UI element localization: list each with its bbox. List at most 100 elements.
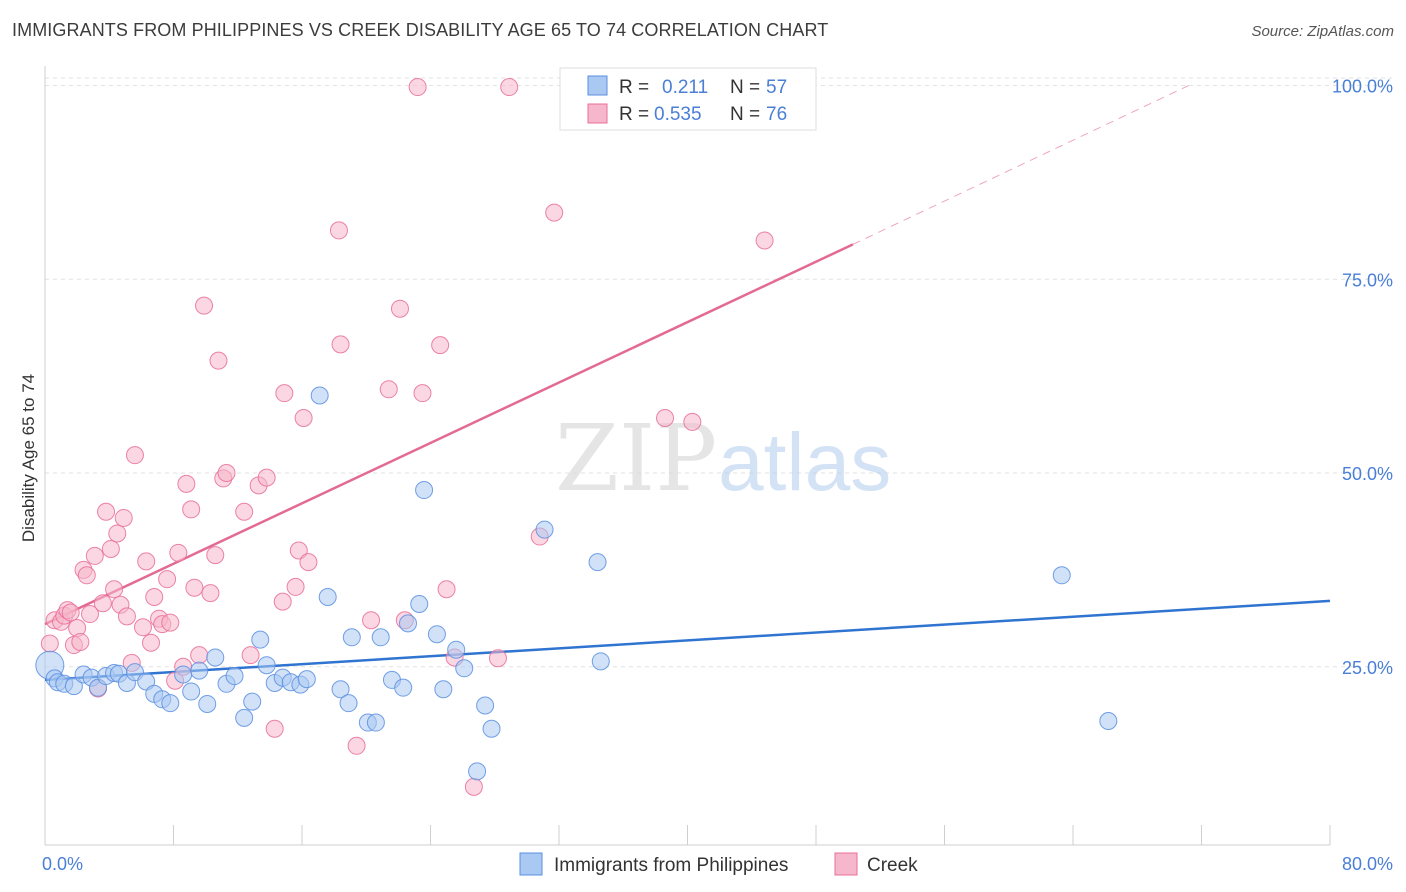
point-philippines-45 [415,481,434,500]
point-philippines-39 [366,713,385,732]
point-creek-52 [286,577,305,596]
data-points [35,78,1118,796]
point-philippines-43 [399,614,418,633]
point-philippines-42 [394,678,413,697]
point-creek-15 [97,502,116,521]
series-legend-swatch-blue [519,852,543,876]
point-creek-49 [265,719,284,738]
point-creek-16 [101,539,120,558]
legend-r-label-2: R = [619,104,649,125]
series-legend-swatch-pink [834,852,858,876]
axes [44,66,1331,846]
point-creek-0 [40,634,59,653]
point-creek-38 [190,646,209,665]
point-philippines-46 [427,625,446,644]
chart-title: IMMIGRANTS FROM PHILIPPINES VS CREEK DIS… [12,20,829,40]
point-creek-64 [431,336,450,355]
x-tick-labels: 0.0% 80.0% [42,854,1393,874]
watermark-atlas: atlas [718,417,891,508]
point-creek-5 [61,603,80,622]
point-creek-40 [201,584,220,603]
point-creek-46 [241,646,260,665]
point-philippines-32 [297,670,316,689]
legend-swatch-pink [587,103,608,124]
point-creek-23 [125,446,144,465]
point-creek-12 [85,546,104,565]
point-philippines-16 [161,694,180,713]
gridlines [45,77,1392,668]
x-tick-label-0: 0.0% [42,854,83,874]
point-philippines-27 [257,656,276,675]
series-legend-label-blue: Immigrants from Philippines [554,855,788,876]
point-creek-24 [133,618,152,637]
point-creek-74 [755,231,774,250]
point-philippines-21 [206,648,225,667]
point-creek-55 [299,553,318,572]
point-philippines-33 [310,386,329,405]
point-creek-59 [362,611,381,630]
point-philippines-18 [182,682,201,701]
y-tick-label-2: 75.0% [1342,270,1393,290]
point-philippines-57 [1099,712,1118,730]
point-creek-27 [145,588,164,606]
legend-r-label-1: R = [619,77,649,98]
y-axis-label: Disability Age 65 to 74 [19,374,38,542]
point-creek-71 [545,203,564,222]
legend-r-value-1: 0.211 [662,77,708,98]
series-legend: Immigrants from Philippines Creek [519,852,918,876]
point-creek-11 [80,605,99,624]
y-tick-label-3: 100.0% [1332,77,1393,97]
point-philippines-48 [447,640,466,659]
point-creek-51 [275,384,294,403]
point-philippines-17 [174,665,193,684]
point-philippines-35 [331,680,350,699]
point-creek-41 [206,546,225,565]
point-philippines-52 [482,719,501,738]
point-creek-53 [289,541,308,560]
point-philippines-19 [190,661,209,680]
point-creek-72 [656,408,675,427]
point-creek-44 [217,464,236,482]
point-creek-56 [329,221,348,240]
point-philippines-44 [410,594,429,613]
point-creek-18 [108,524,127,543]
point-creek-21 [117,607,136,626]
point-philippines-47 [434,680,453,699]
point-creek-14 [93,594,112,613]
trend-lines [44,85,1331,682]
point-creek-45 [235,502,254,521]
point-philippines-25 [243,692,262,711]
point-philippines-55 [591,652,610,671]
point-creek-61 [390,299,409,318]
point-philippines-23 [225,667,244,686]
point-philippines-54 [588,553,607,572]
point-creek-68 [408,78,427,97]
point-philippines-34 [318,588,337,606]
correlation-legend: R = 0.211 N = 57 R = 0.535 N = 76 [559,67,817,131]
point-creek-36 [182,500,201,519]
point-philippines-49 [455,659,474,678]
series-legend-label-pink: Creek [867,855,918,876]
legend-n-value-1: 57 [766,77,787,98]
point-creek-8 [71,632,90,651]
point-philippines-20 [198,694,217,713]
point-creek-54 [294,408,313,427]
point-creek-35 [177,474,196,493]
point-philippines-24 [235,708,254,727]
point-creek-63 [413,384,432,403]
point-creek-75 [488,649,507,668]
y-tick-labels: 25.0% 50.0% 75.0% 100.0% [1332,77,1393,678]
point-philippines-26 [251,630,270,649]
point-creek-37 [185,578,204,597]
point-creek-60 [379,380,398,399]
point-philippines-51 [476,696,495,715]
point-creek-73 [683,412,702,431]
trend-extension-creek [852,85,1189,245]
y-tick-label-1: 50.0% [1342,464,1393,484]
point-philippines-53 [535,520,554,539]
chart-source: Source: ZipAtlas.com [1251,23,1394,40]
point-creek-42 [209,351,228,370]
watermark: ZIP atlas [555,405,891,512]
point-philippines-56 [1052,566,1071,585]
